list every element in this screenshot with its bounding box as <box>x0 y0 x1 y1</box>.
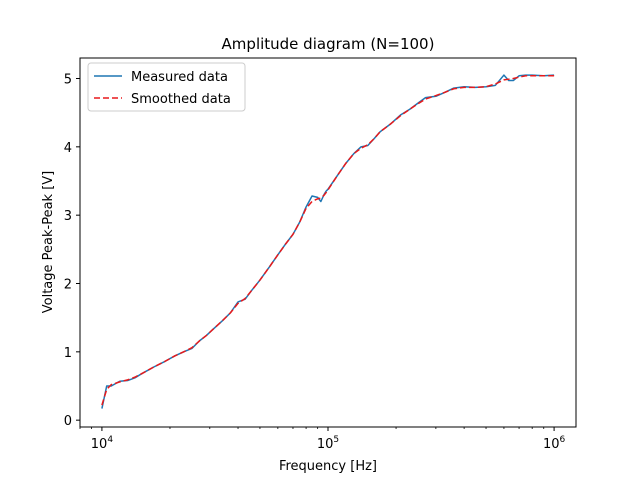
y-tick-label: 0 <box>64 414 72 429</box>
y-tick-label: 3 <box>64 209 72 224</box>
chart-title: Amplitude diagram (N=100) <box>222 35 435 53</box>
x-tick-label: 105 <box>317 435 339 452</box>
series-line-smoothed <box>101 75 555 406</box>
y-tick-label: 5 <box>64 73 72 88</box>
y-tick-label: 4 <box>64 141 72 156</box>
plot-frame <box>79 57 577 428</box>
x-tick-label: 106 <box>543 435 566 452</box>
legend-label: Measured data <box>131 70 228 85</box>
legend-box <box>87 62 246 112</box>
y-tick-label: 2 <box>64 278 72 293</box>
legend-label: Smoothed data <box>131 92 231 107</box>
y-tick-label: 1 <box>64 346 72 361</box>
x-tick-label: 104 <box>91 435 114 452</box>
y-axis-title: Voltage Peak-Peak [V] <box>41 171 56 314</box>
x-axis-title: Frequency [Hz] <box>279 459 377 474</box>
